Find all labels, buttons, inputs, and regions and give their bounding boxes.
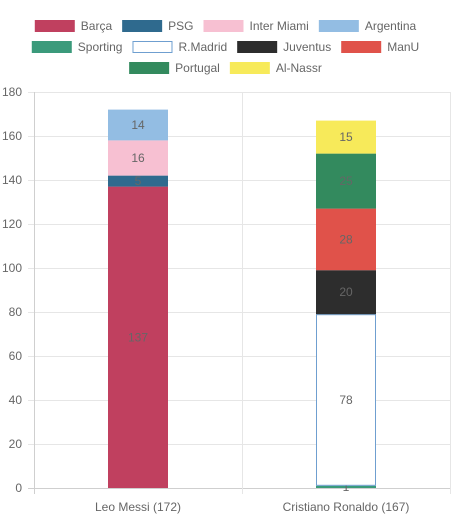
- legend-label-juventus: Juventus: [283, 40, 331, 54]
- legend-swatch-manu: [341, 41, 382, 53]
- bar-segment-manu: [316, 208, 376, 271]
- bar-segment-argentina: [108, 109, 168, 141]
- legend-label-manu: ManU: [387, 40, 419, 54]
- legend-label-sporting: Sporting: [78, 40, 123, 54]
- bar-segment-r-madrid: [316, 314, 376, 486]
- y-tick-label: 40: [9, 393, 23, 407]
- y-tick-label: 60: [9, 349, 23, 363]
- data-label-barca: 137: [128, 330, 148, 344]
- y-tick-label: 100: [2, 261, 22, 275]
- legend-label-barca: Barça: [81, 19, 113, 33]
- bar-segment-barca: [108, 186, 168, 488]
- legend-swatch-barca: [34, 20, 75, 32]
- bar-segment-psg: [108, 175, 168, 187]
- bar-segment-al-nassr: [316, 120, 376, 154]
- legend-label-argentina: Argentina: [365, 19, 417, 33]
- legend-label-inter-miami: Inter Miami: [249, 19, 308, 33]
- x-tick-label: Cristiano Ronaldo (167): [283, 500, 410, 514]
- legend-label-r-madrid: R.Madrid: [178, 40, 227, 54]
- legend-label-psg: PSG: [168, 19, 193, 33]
- legend-swatch-psg: [122, 20, 163, 32]
- data-label-r-madrid: 78: [339, 393, 353, 407]
- data-label-juventus: 20: [339, 285, 353, 299]
- y-tick-label: 180: [2, 85, 22, 99]
- legend-swatch-juventus: [237, 41, 278, 53]
- bar-segment-juventus: [316, 270, 376, 315]
- legend-swatch-sporting: [31, 41, 72, 53]
- data-label-inter-miami: 16: [131, 151, 145, 165]
- legend-swatch-inter-miami: [203, 20, 244, 32]
- legend-swatch-r-madrid: [132, 41, 173, 53]
- bar-segment-portugal: [316, 153, 376, 209]
- y-tick-label: 160: [2, 129, 22, 143]
- bar-segment-inter-miami: [108, 140, 168, 176]
- legend-label-portugal: Portugal: [175, 61, 220, 75]
- legend-swatch-al-nassr: [229, 62, 270, 74]
- y-tick-label: 0: [15, 481, 22, 495]
- data-label-al-nassr: 15: [339, 130, 353, 144]
- legend-label-al-nassr: Al-Nassr: [276, 61, 322, 75]
- legend-swatch-argentina: [318, 20, 359, 32]
- y-tick-label: 80: [9, 305, 23, 319]
- bar-segment-sporting: [316, 485, 376, 488]
- data-label-manu: 28: [339, 232, 353, 246]
- y-tick-label: 20: [9, 437, 23, 451]
- y-tick-label: 120: [2, 217, 22, 231]
- data-label-psg: 5: [135, 174, 142, 188]
- legend-swatch-portugal: [129, 62, 170, 74]
- data-label-argentina: 14: [131, 118, 145, 132]
- y-tick-label: 140: [2, 173, 22, 187]
- data-label-sporting: 1: [343, 480, 350, 494]
- x-tick-label: Leo Messi (172): [95, 500, 181, 514]
- data-label-portugal: 25: [339, 174, 353, 188]
